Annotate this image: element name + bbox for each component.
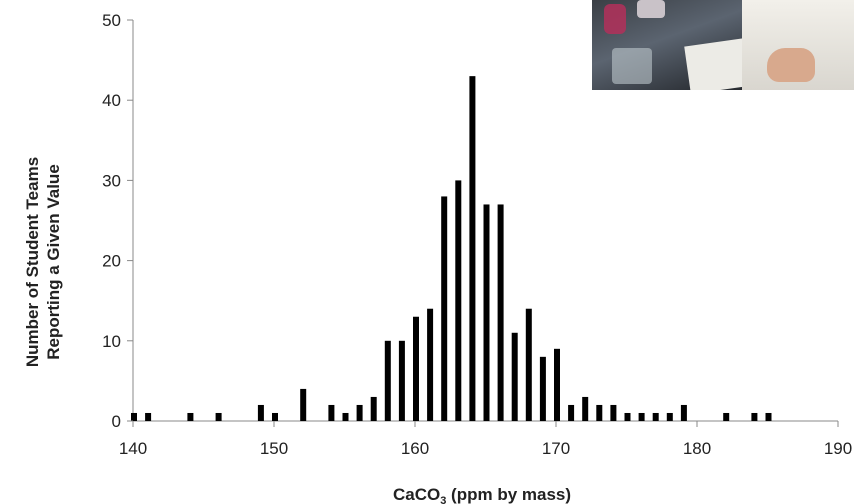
histogram-bar: [384, 340, 391, 421]
histogram-bar: [568, 404, 575, 421]
histogram-bar: [723, 412, 730, 421]
histogram-bar: [257, 404, 264, 421]
histogram-bar: [413, 316, 419, 421]
hand-shape: [767, 48, 815, 82]
y-tick-label: 10: [102, 332, 121, 351]
histogram-bar: [272, 412, 278, 421]
histogram-bar: [652, 412, 659, 421]
y-tick-label: 0: [112, 412, 121, 431]
x-axis-title: CaCO3 (ppm by mass): [393, 485, 571, 504]
x-tick-label: 150: [260, 439, 288, 458]
histogram-bar: [469, 76, 476, 421]
histogram-bar: [511, 332, 518, 421]
histogram-bar: [300, 388, 307, 421]
beaker-shape: [612, 48, 652, 84]
histogram-bar: [582, 396, 589, 421]
histogram-bar: [356, 404, 363, 421]
histogram-bar: [328, 404, 335, 421]
flask-shape: [604, 4, 626, 34]
histogram-bar: [596, 404, 603, 421]
histogram-bar: [680, 404, 687, 421]
x-axis-title-main: CaCO: [393, 485, 440, 504]
x-axis-title-rest: (ppm by mass): [446, 485, 571, 504]
y-axis-title-line2: Reporting a Given Value: [44, 164, 63, 360]
histogram-bar: [539, 356, 546, 421]
bottle-shape: [637, 0, 665, 18]
histogram-bar: [610, 404, 617, 421]
histogram-bar: [427, 308, 434, 421]
y-tick-label: 50: [102, 11, 121, 30]
x-tick-label: 140: [119, 439, 147, 458]
histogram-bar: [370, 396, 377, 421]
histogram-bar: [638, 412, 645, 421]
lab-photo: [592, 0, 854, 90]
histogram-bar: [145, 412, 152, 421]
x-tick-label: 170: [542, 439, 570, 458]
x-tick-label: 180: [683, 439, 711, 458]
histogram-bar: [131, 412, 137, 421]
x-tick-label: 160: [401, 439, 429, 458]
histogram-bar: [215, 412, 222, 421]
x-axis-title-subscript: 3: [440, 495, 446, 504]
y-tick-label: 40: [102, 91, 121, 110]
histogram-bar: [525, 308, 532, 421]
y-tick-label: 30: [102, 171, 121, 190]
histogram-bar: [483, 204, 490, 421]
histogram-bar: [666, 412, 673, 421]
histogram-bar: [441, 196, 448, 421]
histogram-bar: [554, 348, 560, 421]
histogram-bar: [398, 340, 405, 421]
histogram-bar: [765, 412, 772, 421]
y-axis-title-line1: Number of Student Teams: [23, 157, 42, 367]
histogram-bar: [497, 204, 504, 421]
histogram-bar: [455, 180, 462, 421]
histogram-bar: [624, 412, 631, 421]
x-tick-label: 190: [824, 439, 852, 458]
histogram-bar: [342, 412, 349, 421]
y-axis-title: Number of Student Teams Reporting a Give…: [23, 157, 63, 367]
histogram-bar: [187, 412, 194, 421]
histogram-bar: [751, 412, 758, 421]
y-tick-label: 20: [102, 252, 121, 271]
